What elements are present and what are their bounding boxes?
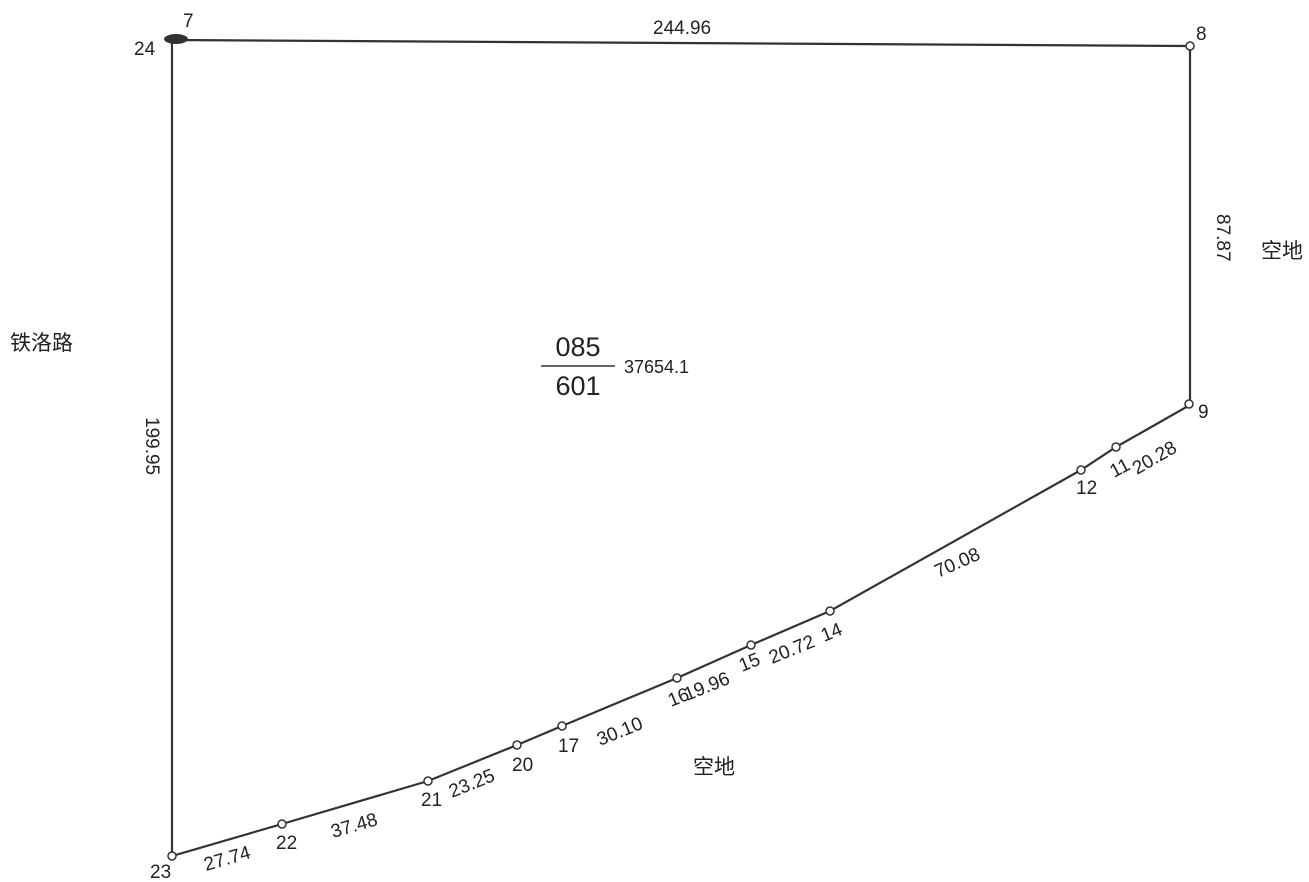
vertex-label-22: 22	[276, 833, 297, 854]
parcel-number-bottom: 601	[555, 371, 600, 401]
parcel-number-top: 085	[555, 332, 600, 362]
edge-length-14-15: 20.72	[766, 631, 818, 668]
edge-length-15-16: 19.96	[681, 668, 733, 705]
vertex-marker-8	[1185, 41, 1195, 51]
vertex-7-marker	[164, 34, 188, 44]
vertex-marker-11	[1111, 442, 1121, 452]
vertex-marker-15	[746, 640, 756, 650]
vertex-marker-23	[167, 851, 177, 861]
edge-length-21-22: 37.48	[329, 810, 380, 843]
vertex-label-20: 20	[512, 755, 533, 776]
vertex-marker-12	[1076, 465, 1086, 475]
vertex-marker-20	[512, 740, 522, 750]
vertex-marker-16	[672, 673, 682, 683]
neighbor-south: 空地	[693, 755, 735, 779]
edge-length-22-23: 27.74	[202, 842, 254, 875]
parcel-area: 37654.1	[624, 357, 689, 377]
edge-length-9-11: 20.28	[1129, 437, 1181, 479]
vertex-label-14: 14	[818, 619, 846, 647]
neighbor-east: 空地	[1261, 239, 1303, 263]
parcel-boundary	[170, 38, 1192, 858]
vertex-markers	[167, 41, 1195, 861]
edge-length-23-24: 199.95	[141, 417, 162, 475]
vertex-marker-21	[423, 776, 433, 786]
vertex-label-9: 9	[1198, 402, 1209, 423]
vertex-label-23: 23	[150, 862, 171, 882]
edge-length-8-9: 87.87	[1212, 214, 1233, 262]
vertex-label-12: 12	[1076, 478, 1097, 499]
vertex-marker-22	[277, 819, 287, 829]
vertex-label-21: 21	[421, 790, 442, 811]
vertex-label-8: 8	[1196, 24, 1207, 45]
vertex-marker-9	[1184, 399, 1194, 409]
neighbor-west: 铁洛路	[10, 331, 73, 355]
edge-length-7-8: 244.96	[653, 18, 711, 39]
vertex-label-11: 11	[1106, 455, 1133, 483]
vertex-marker-17	[557, 721, 567, 731]
vertex-label-17: 17	[558, 736, 579, 757]
edge-length-16-17: 30.10	[594, 713, 646, 750]
vertex-marker-14	[825, 606, 835, 616]
vertex-label-15: 15	[736, 649, 763, 676]
vertex-label-24: 24	[134, 39, 156, 60]
vertex-label-7: 7	[183, 11, 194, 32]
